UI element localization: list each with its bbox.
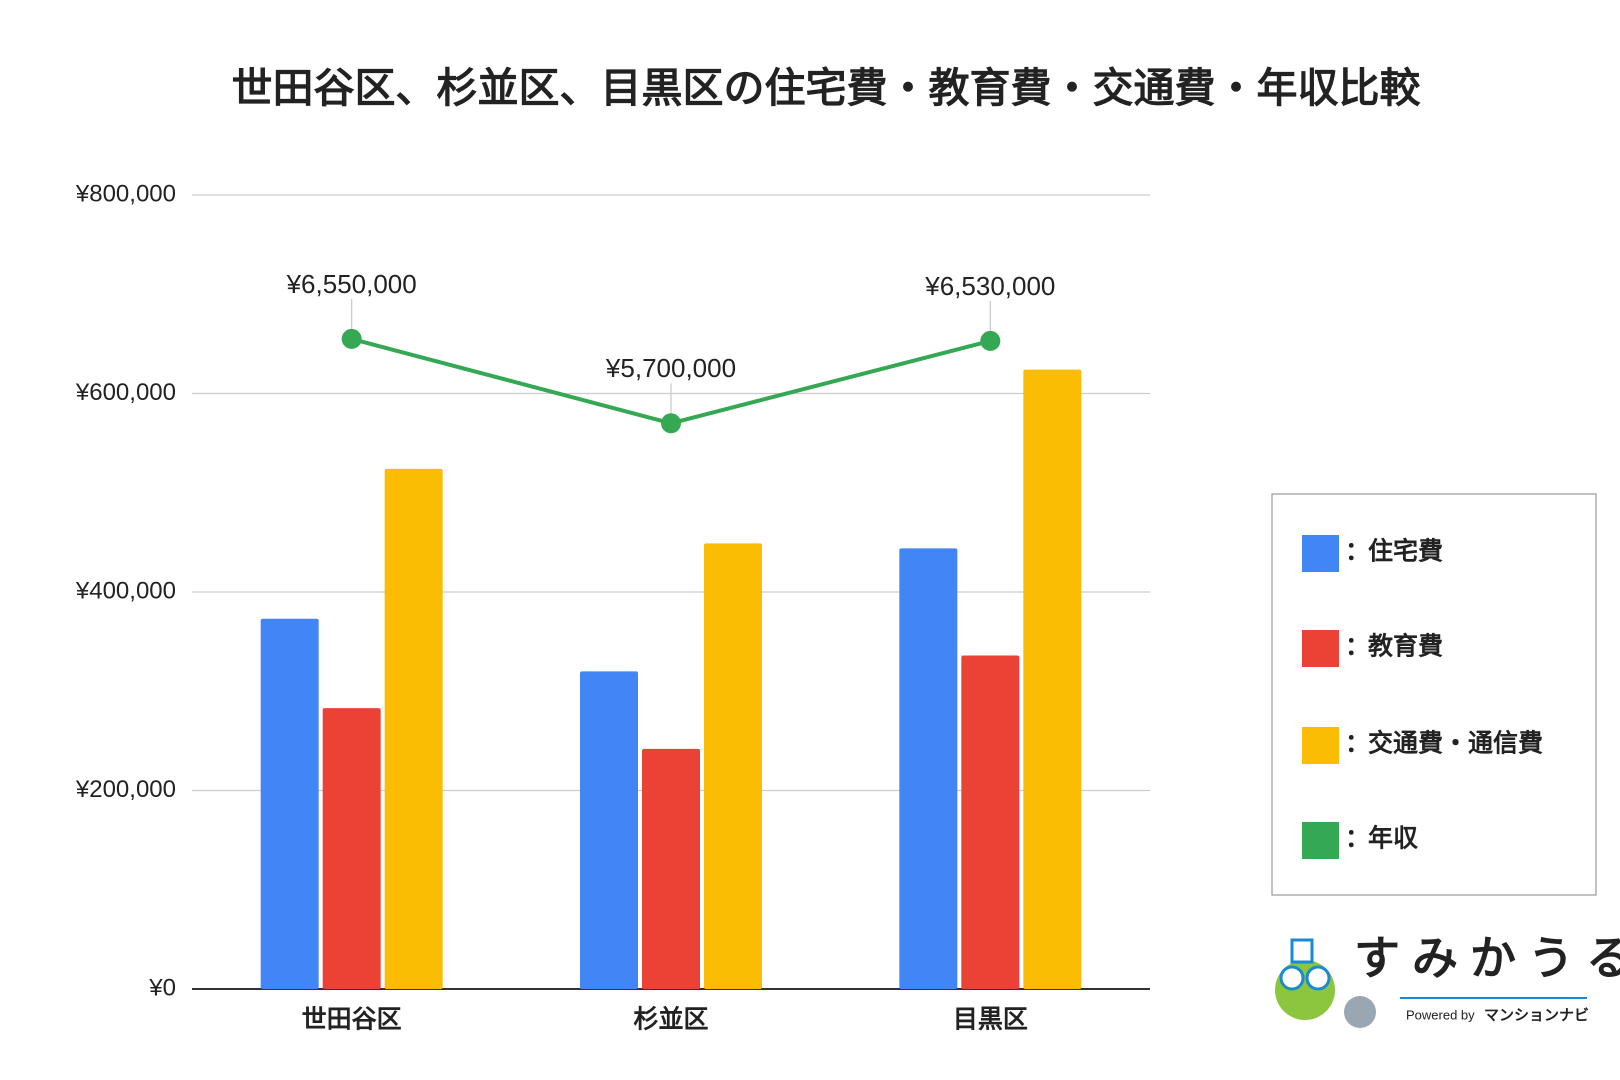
legend-separator: ： bbox=[1345, 633, 1370, 661]
legend-swatch bbox=[1302, 822, 1339, 859]
logo-eye bbox=[1279, 965, 1305, 991]
legend-label: 交通費・通信費 bbox=[1368, 729, 1543, 758]
y-tick-label: ¥200,000 bbox=[75, 776, 176, 803]
bar bbox=[580, 671, 638, 989]
legend-label: 年収 bbox=[1368, 824, 1419, 853]
bar bbox=[704, 543, 762, 989]
x-tick-label: 杉並区 bbox=[633, 1006, 708, 1034]
legend-label: 教育費 bbox=[1368, 632, 1443, 661]
legend-separator: ： bbox=[1345, 730, 1370, 758]
y-tick-label: ¥800,000 bbox=[75, 180, 176, 207]
data-label: ¥5,700,000 bbox=[605, 353, 736, 383]
logo-tagline: Powered by bbox=[1406, 1007, 1475, 1022]
data-label: ¥6,550,000 bbox=[286, 269, 417, 299]
line-point bbox=[980, 330, 1001, 351]
legend-swatch bbox=[1302, 727, 1339, 764]
legend-swatch bbox=[1302, 535, 1339, 572]
legend-swatch bbox=[1302, 630, 1339, 667]
x-tick-label: 世田谷区 bbox=[302, 1006, 402, 1034]
logo-brand: マンションナビ bbox=[1484, 1007, 1589, 1024]
logo: すみかうる Powered by マンションナビ bbox=[1275, 932, 1620, 1028]
logo-name: すみかうる bbox=[1354, 932, 1620, 984]
legend-separator: ： bbox=[1345, 538, 1370, 566]
chart-title: 世田谷区、杉並区、目黒区の住宅費・教育費・交通費・年収比較 bbox=[232, 65, 1422, 111]
data-label: ¥6,530,000 bbox=[924, 271, 1055, 301]
bar bbox=[642, 748, 700, 989]
bar bbox=[260, 618, 319, 989]
y-tick-label: ¥600,000 bbox=[75, 379, 176, 406]
bar bbox=[961, 655, 1020, 989]
y-tick-label: ¥400,000 bbox=[75, 577, 176, 604]
logo-icon-small bbox=[1344, 996, 1376, 1028]
logo-building bbox=[1290, 938, 1314, 964]
bar bbox=[322, 708, 381, 989]
line-point bbox=[661, 413, 681, 434]
bar bbox=[899, 548, 958, 989]
legend-label: 住宅費 bbox=[1368, 537, 1443, 566]
legend-separator: ： bbox=[1345, 825, 1370, 853]
x-tick-label: 目黒区 bbox=[953, 1006, 1028, 1034]
logo-eye bbox=[1305, 965, 1331, 991]
line-point bbox=[341, 328, 362, 349]
bar bbox=[1023, 369, 1082, 989]
bar bbox=[384, 468, 443, 989]
y-tick-label: ¥0 bbox=[148, 974, 176, 1001]
